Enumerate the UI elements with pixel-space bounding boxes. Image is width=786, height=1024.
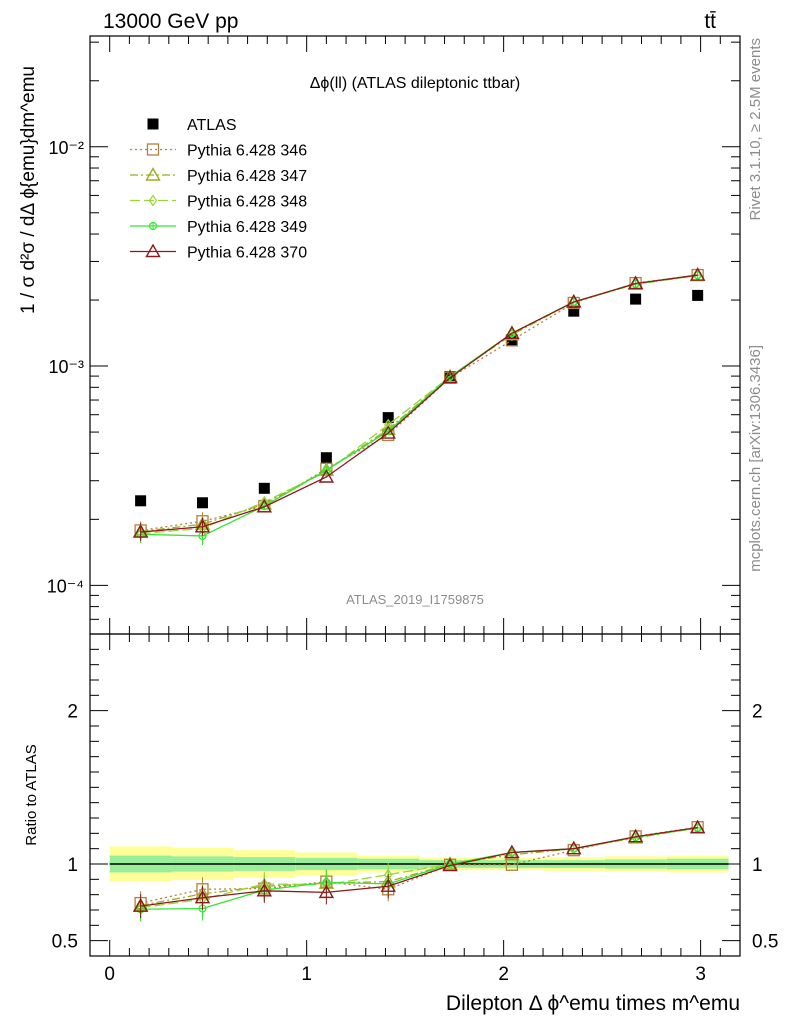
data-point [566,294,582,308]
ratio-series-4 [132,819,706,919]
ratio-point [689,819,706,834]
ratio-point [318,884,335,899]
data-point [442,369,458,384]
ratio-frame [89,633,741,957]
mcplots-label: mcplots.cern.ch [arXiv:1306.3436] [747,345,764,572]
ratio-point [566,840,582,855]
data-point [135,495,147,507]
x-tick-label: 1 [301,964,312,985]
rivet-label: Rivet 3.1.10, ≥ 2.5M events [747,38,764,221]
ratio-point [132,898,149,912]
analysis-label: ATLAS_2019_I1759875 [346,592,484,607]
ratio-y-tick-label-right: 0.5 [752,932,778,953]
main-series-5 [132,267,706,542]
data-point [258,482,270,494]
main-y-axis-label: 1 / σ d²σ / dΔ ϕ{emu}dm^emu [18,66,39,314]
main-panel: 10⁻⁴ 10⁻³ 10⁻² Δϕ(ll) (ATLAS dileptonic tt… [18,35,741,635]
ratio-series-group [132,819,706,922]
x-tick-label: 2 [498,964,509,985]
series-line [140,274,698,533]
main-x-ticks [109,36,741,634]
main-title: Δϕ(ll) (ATLAS dileptonic ttbar) [310,75,521,92]
legend: ATLAS Pythia 6.428 346 Pythia 6.428 347 Pyt… [130,117,307,262]
legend-marker [145,243,161,258]
ratio-line [140,826,698,907]
ratio-x-ticks: 0 1 2 3 [104,634,741,985]
legend-marker [146,143,160,156]
series-line [140,274,698,532]
ratio-y-tick-label-left: 0.5 [52,932,78,953]
data-point [568,305,580,317]
data-point [318,469,335,483]
x-tick-label: 0 [104,964,115,985]
data-point [692,289,704,301]
ratio-panel: 0.5 0.5 1 1 2 2 0 1 2 3 Ratio to ATLAS Dilepton … [23,633,778,1015]
legend-marker [147,118,159,130]
series-line [140,274,698,535]
ratio-point [380,878,396,892]
data-point [627,275,644,290]
data-point [196,497,208,509]
header-right: tt̄ [704,10,716,33]
x-tick-label: 3 [695,964,706,985]
legend-entry: Pythia 6.428 349 [187,219,307,236]
main-series-0 [135,289,704,509]
ratio-y-tick-label-right: 1 [752,855,763,876]
legend-entry: ATLAS [187,117,237,134]
legend-entry: Pythia 6.428 347 [187,168,307,185]
data-point [689,267,706,281]
ratio-y-tick-label-left: 2 [67,702,78,723]
data-point [504,325,520,340]
ratio-point [256,882,273,897]
data-point [630,293,642,305]
ratio-point [194,889,211,904]
main-y-tick-label: 10⁻⁴ [47,576,84,596]
ratio-point [442,857,458,872]
data-point [380,425,396,439]
legend-marker [145,167,161,181]
main-y-tick-label: 10⁻² [48,138,84,158]
legend-marker [148,221,158,231]
main-y-tick-label: 10⁻³ [48,357,84,377]
main-y-ticks: 10⁻⁴ 10⁻³ 10⁻² [47,41,740,635]
header-left: 13000 GeV pp [103,10,238,33]
ratio-y-ticks: 0.5 0.5 1 1 2 2 [52,648,778,953]
data-point [132,524,149,538]
legend-entry: Pythia 6.428 346 [187,143,307,160]
ratio-y-axis-label: Ratio to ATLAS [23,744,40,845]
data-point [382,412,394,424]
ratio-y-tick-label-right: 2 [752,702,763,723]
data-point [320,452,332,464]
legend-entry: Pythia 6.428 348 [187,194,307,211]
data-point [194,518,211,533]
legend-entry: Pythia 6.428 370 [187,245,307,262]
legend-marker [148,194,158,207]
ratio-point [504,844,520,859]
main-series-group [132,267,706,545]
x-axis-label: Dilepton Δ ϕ^emu times m^emu [446,992,740,1015]
ratio-uncertainty-band [109,846,729,882]
data-point [256,498,273,513]
main-series-4 [136,270,702,545]
ratio-y-tick-label-left: 1 [67,855,78,876]
ratio-point [627,828,644,843]
